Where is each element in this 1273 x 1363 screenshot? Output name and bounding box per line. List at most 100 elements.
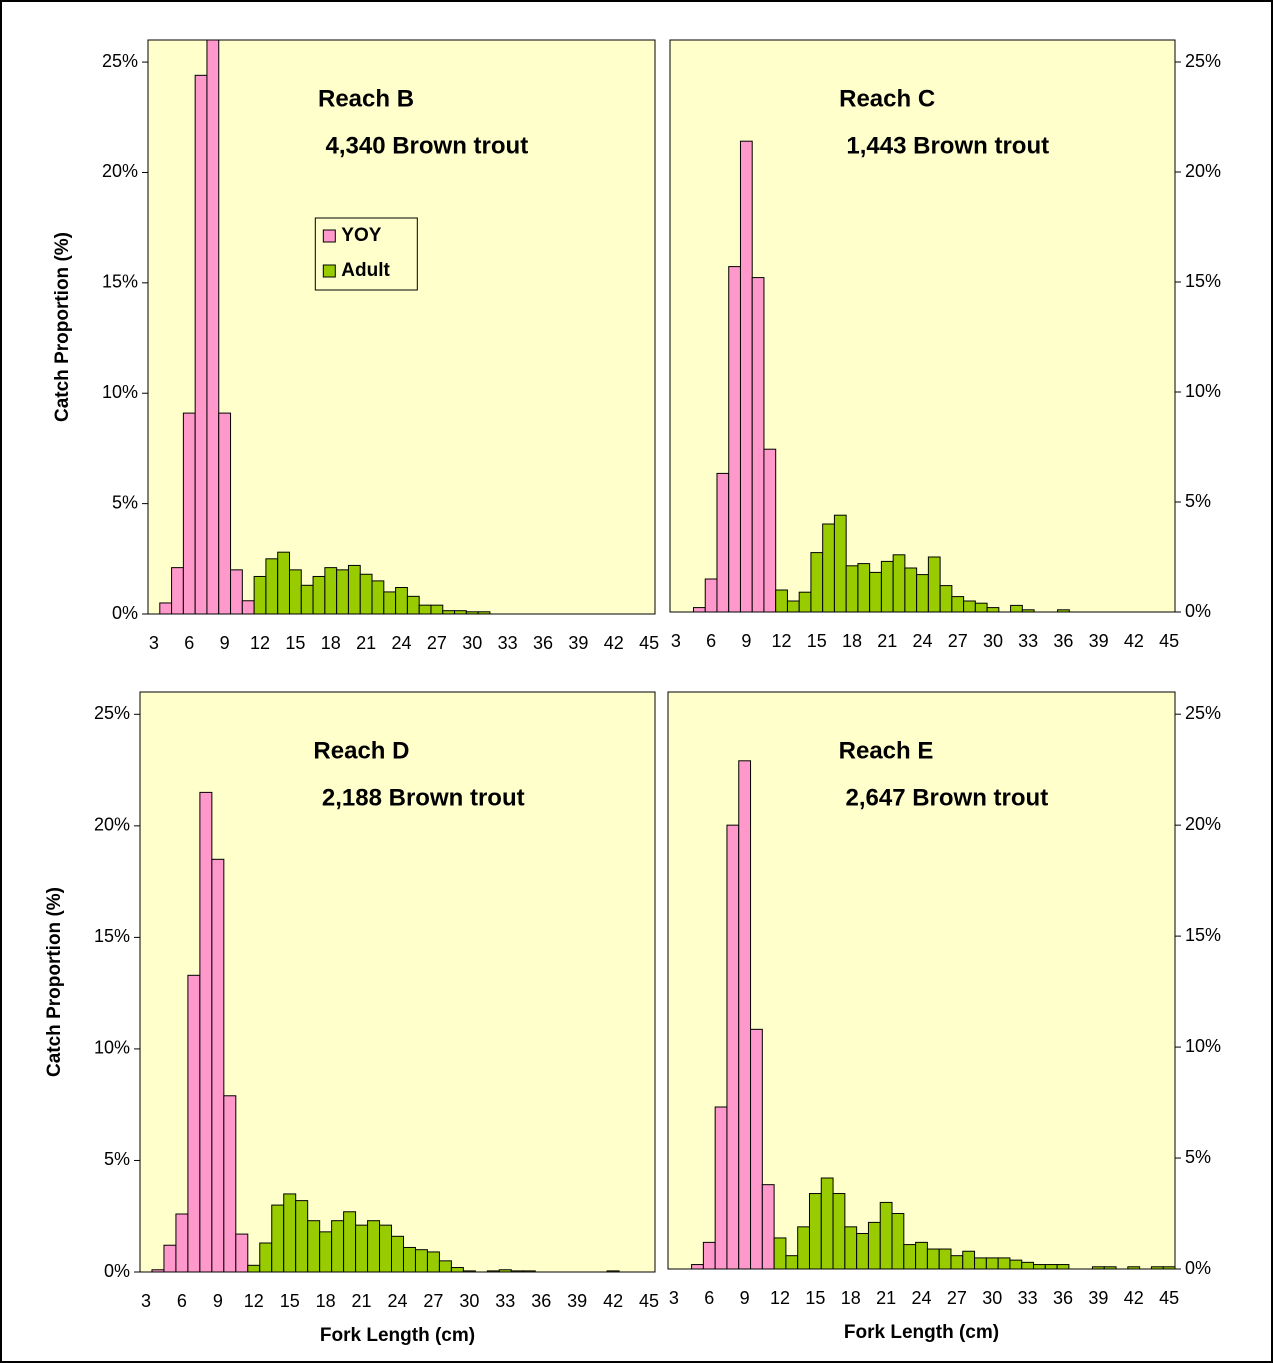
bar	[418, 604, 432, 614]
bar	[1044, 1264, 1058, 1269]
plot-background	[148, 40, 655, 614]
bar	[691, 1264, 704, 1269]
x-tick-label: 27	[423, 1291, 443, 1311]
bar	[187, 974, 201, 1272]
panel-subtitle: 2,647 Brown trout	[845, 784, 1048, 811]
bar	[880, 560, 894, 612]
bar	[606, 1270, 620, 1272]
bar	[199, 791, 213, 1272]
bar	[194, 74, 208, 614]
panel: 0%5%10%15%20%25%3 6 9 12 15 18 21 24 27 30 33 36 39 4…	[52, 39, 659, 653]
x-tick-label: 15	[285, 633, 305, 653]
x-tick-label: 36	[533, 633, 553, 653]
panel-subtitle: 2,188 Brown trout	[322, 784, 525, 811]
y-tick-label: 15%	[1185, 925, 1221, 945]
y-tick-label: 10%	[102, 382, 138, 402]
x-tick-label: 33	[1018, 631, 1038, 651]
x-tick-label: 18	[842, 631, 862, 651]
bar	[797, 1226, 810, 1269]
bar	[704, 578, 718, 612]
x-tick-label: 6	[704, 1288, 714, 1308]
bar	[773, 1237, 787, 1269]
bar	[438, 1260, 452, 1272]
x-tick-label: 30	[982, 1288, 1002, 1308]
x-tick-label: 30	[983, 631, 1003, 651]
bar	[371, 580, 385, 614]
x-tick-label: 45	[639, 633, 659, 653]
bar	[892, 554, 906, 612]
bar	[810, 552, 824, 612]
y-tick-label: 20%	[94, 815, 130, 835]
bar	[950, 1255, 964, 1269]
x-tick-label: 42	[1124, 631, 1144, 651]
bar	[798, 591, 812, 612]
bar	[259, 1242, 273, 1272]
bar	[1009, 1259, 1023, 1269]
legend-label: Adult	[341, 260, 390, 281]
bar	[295, 1200, 309, 1272]
bar	[702, 1241, 716, 1269]
x-tick-label: 18	[321, 633, 341, 653]
bar	[844, 1226, 858, 1269]
bar	[182, 412, 196, 614]
bar	[857, 563, 871, 612]
x-tick-label: 12	[772, 631, 792, 651]
bar	[927, 556, 941, 612]
x-tick-label: 21	[352, 1291, 372, 1311]
bar	[985, 1257, 999, 1269]
panel-subtitle: 1,443 Brown trout	[846, 132, 1049, 159]
x-axis-label: Fork Length (cm)	[320, 1325, 475, 1346]
bar	[343, 1211, 357, 1272]
bar	[856, 1232, 869, 1269]
bar	[331, 1220, 345, 1272]
y-tick-label: 25%	[1185, 703, 1221, 723]
x-tick-label: 9	[213, 1291, 223, 1311]
y-tick-label: 10%	[94, 1038, 130, 1058]
y-tick-label: 0%	[1185, 1258, 1211, 1278]
bar	[450, 1267, 464, 1272]
bar	[997, 1257, 1011, 1269]
bar	[283, 1193, 297, 1272]
y-tick-label: 0%	[1185, 601, 1211, 621]
bar	[786, 600, 800, 612]
bar	[218, 412, 232, 614]
legend-label: YOY	[341, 225, 381, 246]
bar	[1033, 1264, 1046, 1269]
x-tick-label: 30	[462, 633, 482, 653]
bar	[728, 266, 741, 612]
y-tick-label: 20%	[102, 161, 138, 181]
x-tick-label: 9	[740, 1288, 750, 1308]
x-tick-label: 33	[495, 1291, 515, 1311]
legend-swatch	[322, 229, 336, 243]
bar	[175, 1213, 189, 1272]
plot-frame	[669, 39, 1176, 613]
bar	[739, 140, 753, 612]
x-tick-label: 9	[741, 631, 751, 651]
x-tick-label: 33	[498, 633, 518, 653]
x-axis-label: Fork Length (cm)	[844, 1322, 999, 1343]
y-tick-label: 15%	[102, 272, 138, 292]
y-tick-label: 5%	[1185, 491, 1211, 511]
bar	[833, 514, 847, 612]
legend-swatch	[322, 264, 336, 278]
panel: 0%5%10%15%20%25%3 6 9 12 15 18 21 24 27 30 33 36 39 4…	[44, 691, 659, 1346]
x-tick-label: 33	[1018, 1288, 1038, 1308]
x-tick-label: 27	[427, 633, 447, 653]
bar	[904, 567, 918, 612]
bar	[347, 564, 361, 614]
bar	[963, 600, 976, 612]
bar	[891, 1213, 905, 1269]
panel-title: Reach E	[839, 737, 934, 764]
x-tick-label: 39	[567, 1291, 587, 1311]
bar	[355, 1224, 369, 1272]
bar	[867, 1221, 881, 1269]
bar	[223, 1095, 237, 1272]
x-tick-label: 45	[639, 1291, 659, 1311]
bar	[714, 1106, 728, 1269]
bar	[761, 1184, 775, 1269]
bars	[151, 791, 620, 1272]
bar	[288, 569, 302, 614]
bar	[750, 1028, 763, 1269]
bar	[938, 1248, 952, 1269]
panel-subtitle: 4,340 Brown trout	[325, 132, 528, 159]
